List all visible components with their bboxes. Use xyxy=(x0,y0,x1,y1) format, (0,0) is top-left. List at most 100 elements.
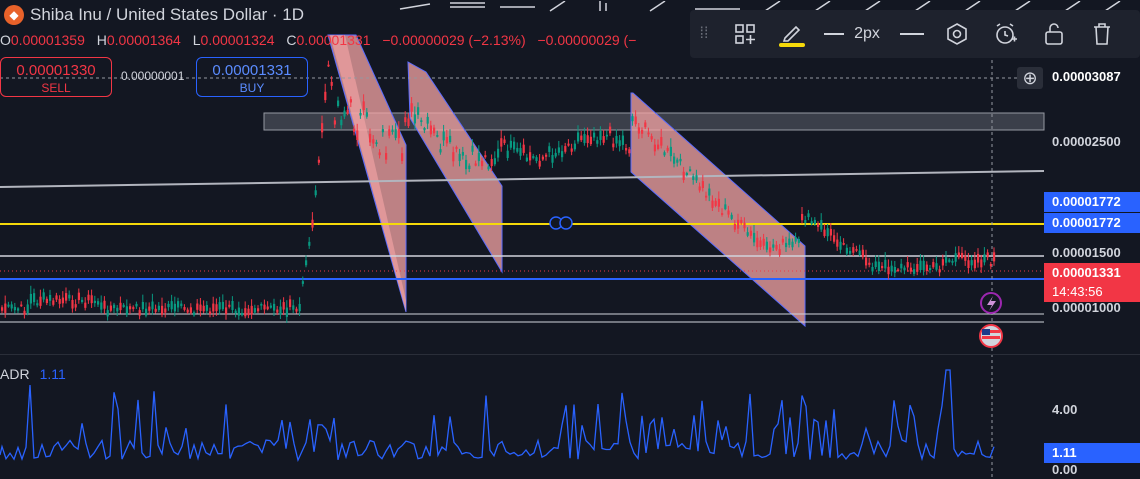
candle-body xyxy=(897,269,900,272)
candle-body xyxy=(938,269,941,273)
candle-body xyxy=(993,252,996,262)
candle-body xyxy=(477,152,480,162)
candle-body xyxy=(199,304,202,311)
candle-body xyxy=(330,81,333,86)
candle-body xyxy=(468,165,471,169)
candle-body xyxy=(602,136,605,143)
candle-body xyxy=(154,308,157,312)
candle-body xyxy=(676,159,679,163)
candle-body xyxy=(362,101,365,111)
candle-body xyxy=(429,125,432,135)
channel-1 xyxy=(327,34,407,313)
channel-2 xyxy=(407,61,503,274)
candle-body xyxy=(231,300,234,310)
candle-body xyxy=(327,64,330,67)
alert-clock-icon[interactable] xyxy=(982,10,1030,58)
candle-body xyxy=(849,250,852,254)
candle-body xyxy=(257,308,260,312)
candle-body xyxy=(423,128,426,131)
drag-handle-icon[interactable]: ⁞⁞ xyxy=(699,25,709,42)
candle-body xyxy=(353,128,356,132)
candle-body xyxy=(564,146,567,152)
candle-body xyxy=(887,266,890,275)
candle-body xyxy=(836,239,839,247)
candle-body xyxy=(273,303,276,311)
line-width-button[interactable]: 2px xyxy=(812,10,892,58)
candle-body xyxy=(929,268,932,271)
candle-body xyxy=(7,304,10,307)
flag-stripe-1 xyxy=(982,330,1000,333)
candle-body xyxy=(986,252,989,258)
settings-icon[interactable] xyxy=(932,10,982,58)
candle-body xyxy=(221,301,224,310)
candle-body xyxy=(93,300,96,304)
candle-body xyxy=(132,307,135,309)
candle-body xyxy=(852,247,855,253)
line-color-button[interactable] xyxy=(772,10,812,58)
candle-body xyxy=(145,308,148,316)
candle-body xyxy=(577,132,580,142)
candle-body xyxy=(599,130,602,140)
candle-body xyxy=(247,308,250,316)
candle-body xyxy=(4,303,7,313)
candle-body xyxy=(794,237,797,242)
candle-body xyxy=(125,306,128,315)
candle-body xyxy=(100,302,103,310)
buy-button[interactable]: 0.00001331 BUY xyxy=(196,57,308,97)
line-style-button[interactable] xyxy=(892,10,932,58)
high-value: 0.00001364 xyxy=(106,32,181,48)
candle-body xyxy=(756,237,759,248)
candle-body xyxy=(205,305,208,311)
candle-body xyxy=(695,175,698,181)
candle-body xyxy=(317,159,320,163)
candle-body xyxy=(308,241,311,246)
trend-line-gray xyxy=(0,170,1045,188)
pane-separator[interactable] xyxy=(0,354,1140,355)
candle-body xyxy=(522,144,525,153)
candle-body xyxy=(33,293,36,303)
candle-body xyxy=(516,147,519,152)
blue-line-price-label-bottom: 0.00001772 xyxy=(1044,213,1140,233)
templates-icon[interactable] xyxy=(718,10,772,58)
candle-body xyxy=(241,312,244,316)
sell-button[interactable]: 0.00001330 SELL xyxy=(0,57,112,97)
candle-body xyxy=(705,195,708,198)
candle-body xyxy=(714,200,717,206)
candle-body xyxy=(90,295,93,304)
candle-body xyxy=(71,299,74,309)
add-alert-plus-icon[interactable]: ⊕ xyxy=(1017,67,1043,89)
lock-icon[interactable] xyxy=(1030,10,1078,58)
low-value: 0.00001324 xyxy=(200,32,275,48)
candle-body xyxy=(810,221,813,225)
candle-body xyxy=(733,223,736,230)
candle-body xyxy=(785,242,788,248)
candle-body xyxy=(653,144,656,152)
close-value: 0.00001331 xyxy=(296,32,371,48)
trash-icon[interactable] xyxy=(1078,10,1126,58)
candle-body xyxy=(791,241,794,248)
symbol-header[interactable]: ◆ Shiba Inu / United States Dollar · 1D xyxy=(0,0,304,30)
candle-body xyxy=(209,311,212,315)
candle-body xyxy=(170,301,173,310)
candle-body xyxy=(913,269,916,274)
candle-body xyxy=(129,306,132,310)
candle-body xyxy=(593,132,596,138)
candle-body xyxy=(36,303,39,306)
candle-body xyxy=(481,160,484,167)
candle-body xyxy=(196,303,199,310)
candle-body xyxy=(305,260,308,266)
candle-body xyxy=(541,156,544,160)
candle-body xyxy=(724,204,727,210)
candle-body xyxy=(580,135,583,141)
candle-body xyxy=(42,292,45,300)
candle-body xyxy=(532,156,535,159)
candle-body xyxy=(868,262,871,265)
candle-body xyxy=(769,247,772,253)
candle-body xyxy=(797,239,800,243)
candle-body xyxy=(839,241,842,250)
candle-body xyxy=(865,257,868,266)
candle-body xyxy=(388,129,391,136)
buy-price: 0.00001331 xyxy=(212,62,292,79)
candle-body xyxy=(548,146,551,152)
